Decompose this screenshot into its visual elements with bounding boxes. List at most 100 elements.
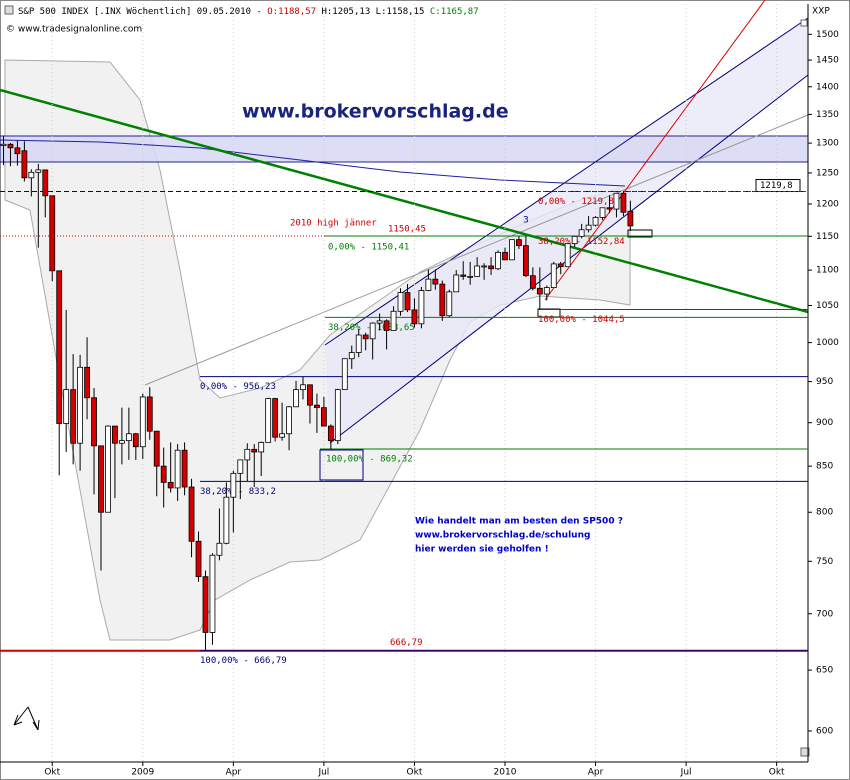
- candle-body: [369, 322, 376, 340]
- candle-body: [495, 251, 501, 270]
- candle-body: [376, 320, 383, 324]
- candle-body: [557, 263, 564, 268]
- candle-body: [550, 263, 557, 288]
- candle-body: [578, 229, 585, 237]
- candle-body: [411, 309, 418, 325]
- candle-body: [195, 540, 202, 578]
- candle-body: [509, 239, 515, 261]
- level-label: 0,00% - 1150,41: [328, 243, 409, 253]
- y-tick-label: 1450: [816, 56, 839, 66]
- candle-body: [592, 216, 599, 226]
- annotation: 2010 high jänner: [290, 219, 377, 229]
- level-label: 1150,45: [388, 225, 426, 235]
- resistance-zone: [0, 135, 809, 163]
- level-label: 38,20% - 833,2: [200, 487, 276, 497]
- header-high: H:1205,13: [321, 7, 370, 17]
- level-label: 1219,8: [760, 181, 793, 191]
- y-tick-label: 650: [816, 666, 833, 676]
- candle-body: [300, 384, 306, 391]
- candle-body: [0, 143, 7, 146]
- candle-body: [223, 496, 230, 544]
- candle-body: [571, 235, 578, 245]
- x-tick-label: Apr: [588, 768, 604, 778]
- icon: [800, 747, 810, 757]
- candle-body: [188, 486, 195, 542]
- y-tick-label: 1050: [816, 301, 839, 311]
- header: S&P 500 INDEX [.INX Wöchentlich] 09.05.2…: [18, 7, 479, 17]
- candle-body: [390, 310, 397, 331]
- x-tick-label: Okt: [407, 768, 423, 778]
- candle-body: [606, 207, 613, 210]
- x-tick-label: Okt: [769, 768, 785, 778]
- candle-body: [543, 287, 550, 295]
- candle-body: [202, 576, 209, 633]
- x-tick-label: 2010: [494, 768, 517, 778]
- y-axis-label: XXP: [812, 7, 830, 17]
- candle-body: [404, 292, 411, 311]
- candle-body: [49, 195, 56, 272]
- level-label: 666,79: [390, 638, 423, 648]
- candle-body: [599, 207, 606, 218]
- level-label: 100,00% - 869,32: [326, 455, 413, 465]
- y-tick-label: 600: [816, 726, 833, 736]
- candle-body: [307, 384, 313, 406]
- y-tick-label: 850: [816, 462, 833, 472]
- candle-body: [613, 192, 620, 210]
- candle-body: [258, 441, 265, 453]
- overlays: [0, 0, 810, 762]
- y-tick-label: 700: [816, 609, 833, 619]
- note-line: Wie handelt man am besten den SP500 ?: [415, 517, 623, 527]
- channel-upper: [324, 17, 809, 346]
- trend-line: [0, 88, 809, 314]
- candle-body: [502, 251, 508, 261]
- x-tick-label: Apr: [226, 768, 242, 778]
- candle-body: [146, 396, 153, 432]
- candle-body: [439, 283, 446, 317]
- candle-body: [467, 275, 474, 278]
- watermark: www.brokervorschlag.de: [242, 101, 509, 123]
- candle-body: [63, 389, 70, 424]
- candle-body: [132, 433, 139, 448]
- candle-body: [272, 398, 279, 438]
- candle-body: [453, 274, 460, 293]
- x-tick-label: 2009: [131, 768, 154, 778]
- candle-body: [418, 290, 425, 325]
- level-label: 100,00% - 1044,5: [538, 315, 625, 325]
- candle-body: [627, 210, 634, 227]
- level-label: 0,00% - 1219,8: [538, 197, 614, 207]
- candle-body: [153, 430, 160, 467]
- channel-area: [325, 18, 808, 443]
- candle-body: [244, 448, 251, 461]
- target-line: [544, 0, 766, 301]
- candle-body: [362, 334, 369, 340]
- moving-average: [0, 139, 626, 187]
- marker-box: [627, 229, 653, 238]
- candle-body: [460, 274, 467, 277]
- candle-body: [348, 352, 355, 360]
- note-line: hier werden sie geholfen !: [415, 545, 549, 555]
- header-low: L:1158,15: [376, 7, 425, 17]
- candle-body: [56, 270, 63, 424]
- candle-body: [488, 265, 494, 270]
- candle-body: [481, 265, 488, 268]
- header-open: O:1188,57: [267, 7, 316, 17]
- candle-body: [181, 449, 188, 488]
- x-tick-label: Jul: [680, 768, 692, 778]
- candle-body: [446, 291, 453, 317]
- candle-body: [265, 398, 272, 443]
- arrow-icon: [13, 706, 40, 731]
- y-tick-label: 900: [816, 418, 833, 428]
- candle-body: [237, 459, 244, 474]
- y-tick-label: 750: [816, 557, 833, 567]
- header-close: C:1165,87: [430, 7, 479, 17]
- candle-body: [91, 397, 97, 447]
- candle-body: [84, 366, 90, 399]
- y-tick-label: 1300: [816, 139, 839, 149]
- x-tick-label: Jul: [317, 768, 329, 778]
- candle-body: [320, 407, 327, 427]
- candle-body: [7, 143, 14, 149]
- candle-body: [474, 265, 481, 277]
- candle-body: [118, 440, 125, 444]
- candle-body: [209, 554, 216, 633]
